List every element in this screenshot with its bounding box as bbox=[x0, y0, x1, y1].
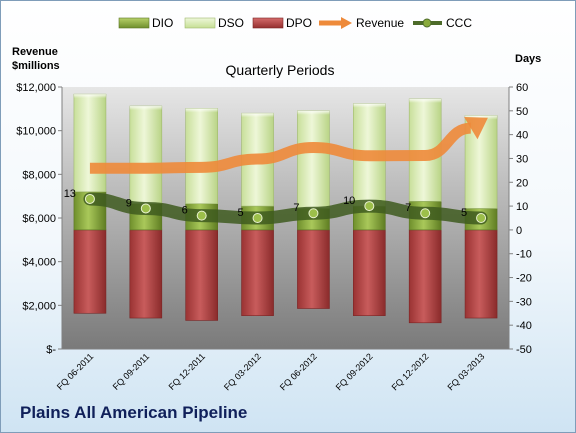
x-tick-label: FQ 09-2011 bbox=[111, 351, 152, 392]
right-tick-label: 10 bbox=[516, 201, 528, 213]
legend-swatch-dpo bbox=[252, 17, 284, 29]
chart-title: Quarterly Periods bbox=[225, 62, 335, 78]
left-tick-label: $8,000 bbox=[22, 169, 56, 181]
dso-bar bbox=[129, 105, 163, 205]
x-tick-label: FQ 12-2012 bbox=[390, 351, 431, 392]
ccc-data-label: 13 bbox=[64, 188, 76, 200]
right-tick-label: -20 bbox=[516, 273, 532, 285]
revenue-arrowhead bbox=[464, 116, 488, 140]
legend-swatches bbox=[118, 17, 442, 29]
bar-top-highlight bbox=[73, 94, 106, 99]
ccc-data-label: 7 bbox=[293, 202, 299, 214]
ccc-data-label: 5 bbox=[237, 207, 243, 219]
dpo-bar bbox=[185, 229, 218, 321]
x-tick-label: FQ 03-2013 bbox=[445, 351, 486, 392]
left-tick-label: $4,000 bbox=[22, 257, 56, 269]
chart-legend: DIO DSO DPO Revenue CCC bbox=[0, 15, 576, 31]
ccc-data-label: 7 bbox=[405, 202, 411, 214]
right-tick-label: -40 bbox=[516, 320, 532, 332]
bar-top-highlight bbox=[241, 113, 274, 118]
bar-top-highlight bbox=[409, 98, 442, 103]
bar-top-highlight bbox=[353, 103, 386, 108]
right-axis-ticks: -50 -40 -30 -20 -10 0 10 20 30 40 50 60 bbox=[509, 82, 532, 356]
bar-top-highlight bbox=[185, 108, 218, 113]
dso-bar bbox=[185, 108, 218, 205]
right-tick-label: -50 bbox=[516, 344, 532, 356]
ccc-data-label: 10 bbox=[343, 195, 355, 207]
ccc-marker bbox=[196, 210, 207, 221]
ccc-marker bbox=[140, 203, 151, 214]
right-axis-label: Days bbox=[515, 53, 542, 65]
x-tick-label: FQ 09-2012 bbox=[334, 351, 375, 392]
dpo-bar bbox=[353, 229, 386, 316]
dpo-bar bbox=[297, 229, 330, 309]
right-tick-label: -30 bbox=[516, 296, 532, 308]
dso-bar bbox=[297, 110, 330, 209]
dso-bar bbox=[73, 93, 107, 193]
legend-label-ccc: CCC bbox=[446, 16, 472, 30]
ccc-data-label: 9 bbox=[126, 197, 132, 209]
company-name: Plains All American Pipeline bbox=[20, 403, 248, 422]
x-tick-label: FQ 12-2011 bbox=[167, 351, 208, 392]
legend-label-dso: DSO bbox=[218, 16, 245, 30]
legend-swatch-dio bbox=[118, 17, 150, 29]
left-axis-ticks: $- $2,000 $4,000 $6,000 $8,000 $10,000 $12,000 bbox=[16, 82, 62, 356]
ccc-marker bbox=[364, 201, 375, 212]
ccc-marker bbox=[476, 213, 487, 223]
legend-swatch-revenue-head bbox=[341, 17, 352, 29]
right-tick-label: 50 bbox=[516, 106, 528, 118]
left-tick-label: $10,000 bbox=[16, 126, 56, 138]
x-tick-label: FQ 06-2012 bbox=[278, 351, 319, 392]
ccc-data-label: 6 bbox=[182, 205, 188, 217]
bar-top-highlight bbox=[129, 106, 162, 111]
legend-swatch-dso bbox=[184, 17, 216, 29]
legend-swatch-ccc-marker bbox=[422, 18, 432, 28]
legend-label-dpo: DPO bbox=[286, 16, 313, 30]
revenue-line bbox=[89, 122, 472, 174]
ccc-marker bbox=[420, 208, 431, 219]
right-tick-label: -10 bbox=[516, 249, 532, 261]
x-axis-ticks: FQ 06-2011 FQ 09-2011 FQ 12-2011 FQ 03-2012… bbox=[55, 351, 487, 392]
x-tick-label: FQ 03-2012 bbox=[222, 351, 263, 392]
legend-label-dio: DIO bbox=[152, 16, 174, 30]
dpo-bar bbox=[408, 229, 442, 324]
dpo-bar bbox=[73, 229, 107, 314]
left-tick-label: $12,000 bbox=[16, 82, 56, 94]
ccc-data-label: 5 bbox=[461, 207, 467, 219]
legend-label-revenue: Revenue bbox=[356, 16, 405, 30]
left-tick-label: $6,000 bbox=[22, 213, 56, 225]
right-tick-label: 60 bbox=[516, 82, 528, 94]
left-tick-label: $2,000 bbox=[22, 300, 56, 312]
ccc-marker bbox=[84, 193, 95, 204]
left-tick-label: $- bbox=[46, 344, 56, 356]
dpo-bar bbox=[129, 229, 163, 319]
right-tick-label: 20 bbox=[516, 177, 528, 189]
dpo-bar bbox=[464, 229, 498, 319]
right-tick-label: 40 bbox=[516, 130, 528, 142]
ccc-marker bbox=[308, 208, 319, 219]
bar-top-highlight bbox=[297, 110, 330, 115]
right-tick-label: 30 bbox=[516, 153, 528, 165]
revenue-series bbox=[89, 116, 488, 174]
right-tick-label: 0 bbox=[516, 225, 522, 237]
ccc-series: 13 9 6 5 7 10 7 5 bbox=[64, 188, 488, 225]
x-tick-label: FQ 06-2011 bbox=[55, 351, 96, 392]
dpo-bar bbox=[241, 229, 274, 316]
left-axis-label: Revenue $millions bbox=[12, 46, 60, 72]
ccc-marker bbox=[252, 213, 263, 223]
